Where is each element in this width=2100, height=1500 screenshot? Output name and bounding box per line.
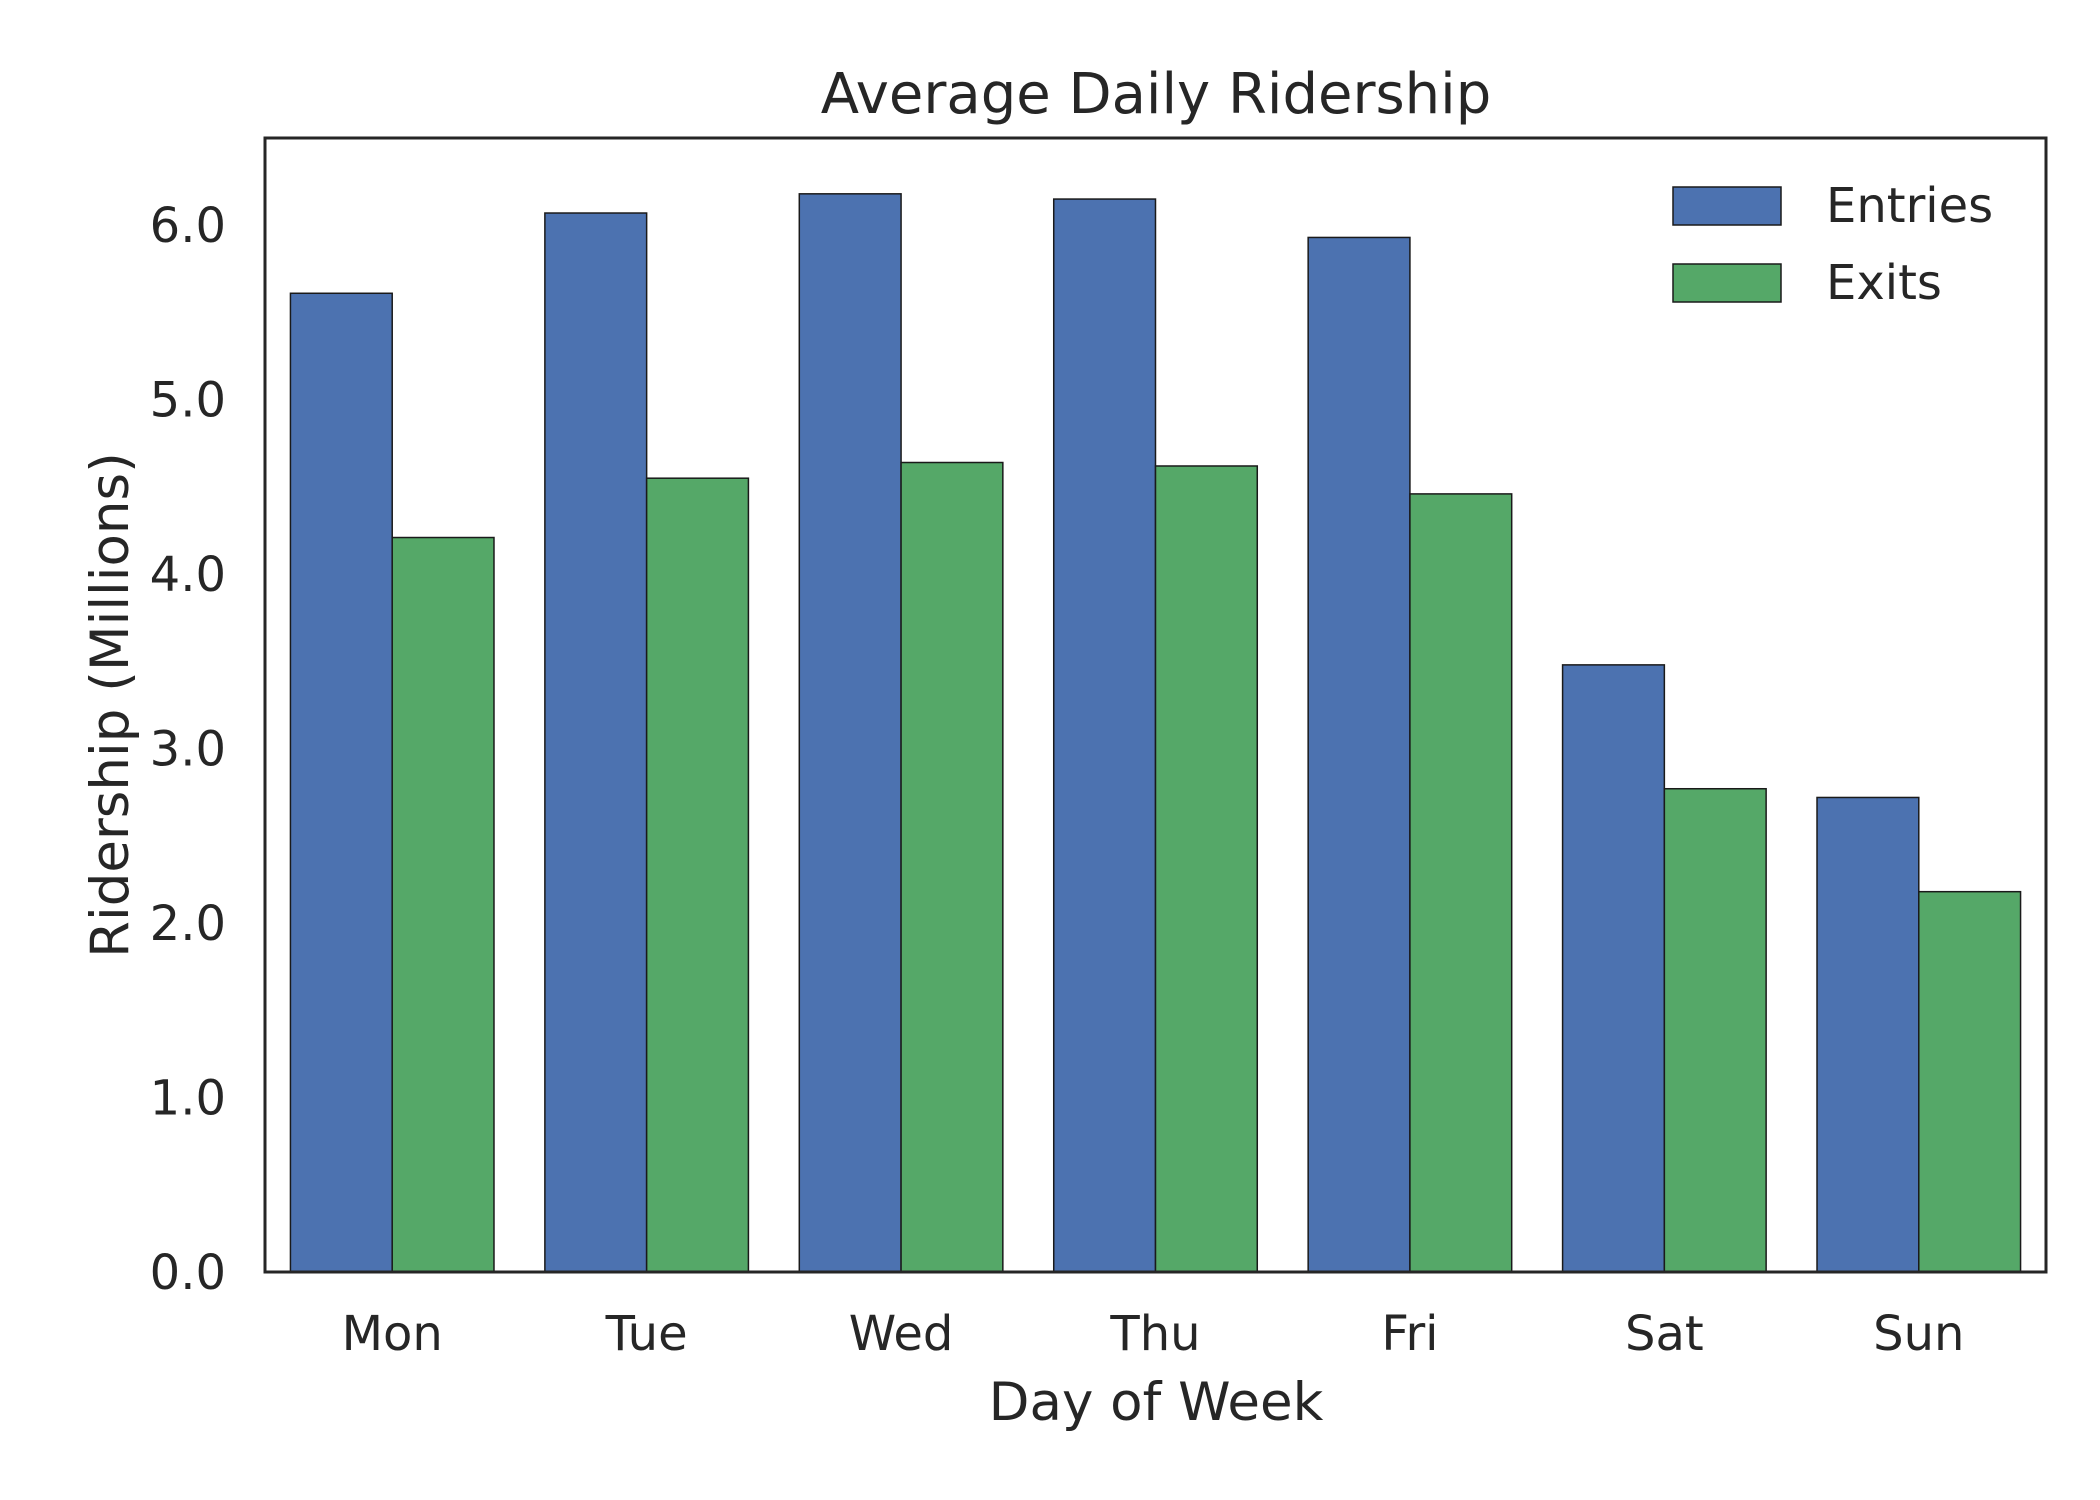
y-axis-ticks: 0.0 1.0 2.0 3.0 4.0 5.0 6.0 (150, 198, 226, 1301)
bar-entries-wed (798, 193, 902, 1273)
y-tick-label: 5.0 (150, 373, 226, 429)
legend-swatch-exits (1672, 263, 1782, 303)
plot-frame (263, 136, 2048, 1274)
bar-entries-mon (289, 292, 393, 1273)
chart-title: Average Daily Ridership (821, 62, 1492, 127)
x-tick-label-tue: Tue (605, 1306, 688, 1362)
bar-entries-thu (1052, 198, 1157, 1273)
y-tick-label: 1.0 (150, 1071, 226, 1127)
bar-entries-sat (1561, 664, 1666, 1273)
legend-label-entries: Entries (1826, 178, 1993, 234)
bar-exits-tue (645, 477, 750, 1273)
x-tick-label-fri: Fri (1381, 1306, 1438, 1362)
bar-exits-fri (1409, 493, 1513, 1273)
x-axis-ticks: Mon Tue Wed Thu Fri Sat Sun (342, 1306, 1965, 1362)
bar-exits-mon (391, 536, 495, 1273)
y-tick-label: 2.0 (150, 896, 226, 952)
x-tick-label-sun: Sun (1873, 1306, 1964, 1362)
legend: Entries Exits (1672, 178, 1993, 311)
y-tick-label: 3.0 (150, 722, 226, 778)
x-axis-label: Day of Week (989, 1372, 1324, 1433)
y-tick-label: 0.0 (150, 1245, 226, 1301)
bar-entries-fri (1307, 236, 1411, 1273)
x-tick-label-sat: Sat (1625, 1306, 1704, 1362)
bar-entries-sun (1816, 796, 1920, 1273)
bar-exits-wed (900, 461, 1004, 1273)
y-tick-label: 4.0 (150, 547, 226, 603)
bar-exits-sat (1663, 787, 1767, 1273)
x-tick-label-thu: Thu (1109, 1306, 1200, 1362)
legend-label-exits: Exits (1826, 255, 1942, 311)
legend-swatch-entries (1672, 186, 1782, 226)
x-tick-label-wed: Wed (849, 1306, 954, 1362)
bars-group (289, 193, 2022, 1273)
y-axis-label: Ridership (Millions) (80, 452, 141, 958)
bar-exits-thu (1154, 465, 1259, 1273)
x-tick-label-mon: Mon (342, 1306, 443, 1362)
bar-entries-tue (544, 212, 648, 1273)
bar-exits-sun (1918, 890, 2022, 1273)
y-tick-label: 6.0 (150, 198, 226, 254)
